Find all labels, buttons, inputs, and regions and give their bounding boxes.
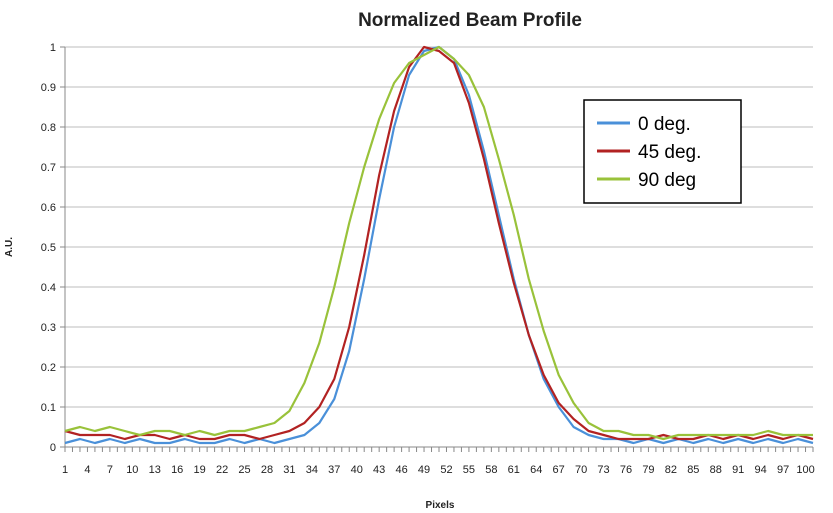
y-axis-label: A.U. <box>4 237 15 257</box>
x-tick-label: 88 <box>710 464 722 476</box>
x-tick-label: 67 <box>553 464 565 476</box>
x-tick-label: 43 <box>373 464 385 476</box>
y-tick-label: 0.6 <box>41 202 56 214</box>
x-tick-label: 34 <box>306 464 318 476</box>
legend-label: 90 deg <box>638 170 696 191</box>
y-tick-label: 0 <box>50 442 56 454</box>
x-tick-label: 25 <box>238 464 250 476</box>
y-tick-label: 0.1 <box>41 402 56 414</box>
x-tick-label: 16 <box>171 464 183 476</box>
x-tick-label: 31 <box>283 464 295 476</box>
chart-title: Normalized Beam Profile <box>358 10 582 31</box>
series-line-2 <box>64 45 814 441</box>
x-tick-label: 28 <box>261 464 273 476</box>
x-axis-label: Pixels <box>426 500 455 511</box>
x-tick-label: 85 <box>687 464 699 476</box>
grid-lines <box>64 46 813 448</box>
y-tick-label: 0.8 <box>41 122 56 134</box>
y-axis-ticks: 0 0.1 0.2 0.3 0.4 0.5 0.6 0.7 0.8 0.9 1 <box>41 42 65 454</box>
x-tick-label: 49 <box>418 464 430 476</box>
x-tick-label: 79 <box>642 464 654 476</box>
x-tick-label: 55 <box>463 464 475 476</box>
x-tick-label: 22 <box>216 464 228 476</box>
x-tick-label: 100 <box>796 464 814 476</box>
x-tick-label: 76 <box>620 464 632 476</box>
x-tick-label: 37 <box>328 464 340 476</box>
y-tick-label: 1 <box>50 42 56 54</box>
x-tick-label: 97 <box>777 464 789 476</box>
x-tick-label: 58 <box>485 464 497 476</box>
x-tick-label: 61 <box>508 464 520 476</box>
x-tick-label: 91 <box>732 464 744 476</box>
y-tick-label: 0.2 <box>41 362 56 374</box>
series-lines <box>64 45 814 445</box>
y-tick-label: 0.9 <box>41 82 56 94</box>
x-axis-ticks: 1 4 7 10 13 16 19 22 25 28 31 34 37 40 43 46 49 52 55 58 61 6… <box>62 447 815 476</box>
x-tick-label: 52 <box>440 464 452 476</box>
x-tick-label: 70 <box>575 464 587 476</box>
x-tick-label: 19 <box>194 464 206 476</box>
x-tick-label: 82 <box>665 464 677 476</box>
legend-label: 45 deg. <box>638 142 701 163</box>
x-tick-label: 7 <box>107 464 113 476</box>
y-tick-label: 0.4 <box>41 282 56 294</box>
y-tick-label: 0.5 <box>41 242 56 254</box>
series-line-3 <box>64 45 813 441</box>
x-tick-label: 94 <box>755 464 767 476</box>
x-tick-label: 1 <box>62 464 68 476</box>
x-tick-label: 4 <box>84 464 90 476</box>
x-tick-label: 10 <box>126 464 138 476</box>
y-tick-label: 0.3 <box>41 322 56 334</box>
legend-label: 0 deg. <box>638 114 691 135</box>
x-tick-label: 46 <box>395 464 407 476</box>
x-tick-label: 73 <box>597 464 609 476</box>
x-tick-label: 40 <box>351 464 363 476</box>
x-tick-label: 13 <box>149 464 161 476</box>
legend: 0 deg. 45 deg. 90 deg <box>583 99 742 204</box>
x-tick-label: 64 <box>530 464 542 476</box>
y-tick-label: 0.7 <box>41 162 56 174</box>
